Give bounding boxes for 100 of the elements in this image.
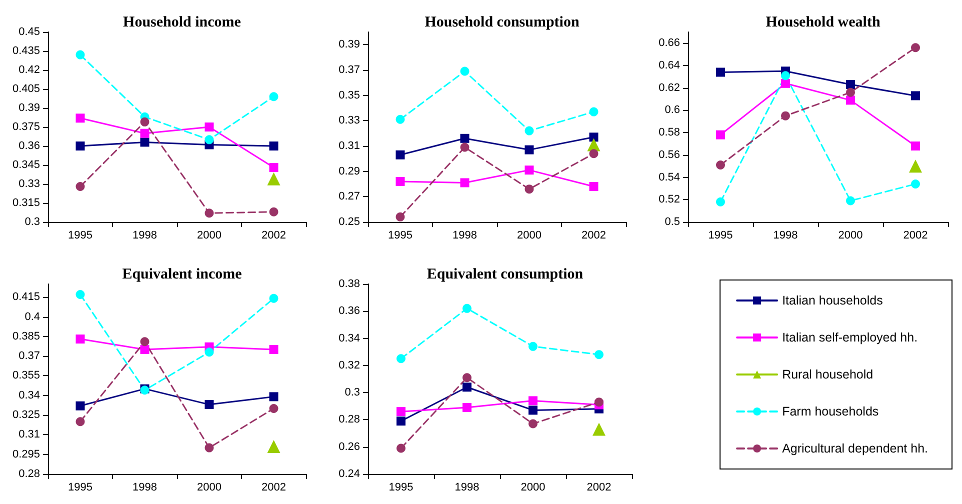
y-tick-label: 0.56	[658, 148, 680, 161]
point	[269, 404, 278, 413]
legend-label: Rural household	[782, 368, 874, 382]
point	[460, 142, 470, 152]
y-tick-label: 0.64	[658, 60, 680, 72]
legend-label: Italian households	[782, 294, 883, 308]
point	[589, 182, 598, 192]
point	[396, 407, 406, 416]
chart-title: Household income	[123, 14, 242, 30]
point	[911, 91, 920, 100]
y-tick-label: 0.62	[658, 82, 680, 94]
y-tick-label: 0.385	[12, 330, 40, 342]
y-tick-label: 0.54	[658, 171, 680, 184]
point	[269, 163, 278, 172]
point	[267, 172, 280, 186]
y-tick-label: 0.35	[338, 89, 360, 102]
y-tick-label: 0.4	[24, 310, 40, 323]
y-tick-label: 0.28	[18, 468, 40, 480]
legend-label: Farm households	[782, 404, 879, 418]
point	[460, 66, 470, 76]
point	[528, 419, 538, 428]
y-tick-label: 0.38	[338, 278, 360, 290]
point	[846, 88, 855, 97]
y-tick-label: 0.26	[338, 440, 360, 453]
y-tick-label: 0.52	[658, 194, 680, 206]
y-tick-label: 0.3	[24, 216, 40, 228]
point	[594, 350, 604, 360]
point	[204, 400, 214, 410]
y-tick-label: 0.6	[664, 104, 680, 116]
y-tick-label: 0.33	[338, 114, 360, 127]
chart-title: Equivalent income	[122, 266, 242, 282]
x-tick-label: 1998	[132, 482, 157, 494]
point	[204, 208, 214, 218]
x-tick-label: 2000	[838, 230, 863, 242]
point	[911, 180, 920, 188]
point	[781, 78, 790, 88]
y-tick-label: 0.32	[338, 359, 360, 372]
point	[140, 337, 150, 346]
point	[396, 150, 405, 160]
point	[589, 132, 598, 142]
point	[204, 122, 214, 132]
point	[911, 43, 920, 52]
y-tick-label: 0.415	[12, 291, 40, 304]
point	[781, 71, 790, 80]
legend-label: Italian self-employed hh.	[782, 330, 918, 344]
y-tick-label: 0.405	[12, 83, 40, 95]
point	[76, 417, 85, 426]
point	[396, 444, 406, 453]
legend-label: Agricultural dependent hh.	[782, 442, 928, 456]
point	[76, 401, 85, 410]
point	[716, 68, 725, 77]
y-tick-label: 0.66	[658, 37, 680, 50]
x-tick-label: 2000	[517, 230, 542, 242]
y-tick-label: 0.25	[338, 216, 360, 228]
y-tick-label: 0.31	[18, 428, 40, 441]
x-tick-label: 2002	[582, 230, 606, 242]
chart-title: Equivalent consumption	[426, 266, 584, 282]
x-tick-label: 2000	[197, 230, 222, 242]
x-tick-label: 2002	[903, 230, 928, 242]
x-tick-label: 2002	[262, 482, 286, 494]
point	[76, 182, 85, 192]
y-tick-label: 0.325	[12, 409, 40, 422]
point	[76, 114, 85, 123]
y-tick-label: 0.375	[12, 121, 40, 133]
x-tick-label: 2000	[197, 482, 222, 494]
point	[396, 114, 405, 124]
point	[524, 166, 534, 175]
point	[460, 178, 470, 188]
y-tick-label: 0.27	[338, 190, 360, 203]
y-tick-label: 0.315	[12, 197, 40, 209]
point	[396, 176, 405, 186]
y-tick-label: 0.58	[658, 126, 680, 139]
y-tick-label: 0.42	[18, 64, 40, 76]
point	[396, 354, 406, 364]
point	[267, 440, 280, 453]
y-tick-label: 0.24	[338, 468, 360, 480]
point	[140, 345, 150, 354]
point	[846, 80, 855, 90]
point	[592, 422, 606, 436]
point	[781, 111, 790, 120]
point	[528, 396, 538, 406]
point	[269, 294, 278, 303]
point	[76, 290, 85, 299]
chart-title: Household wealth	[766, 14, 881, 30]
point	[594, 398, 604, 407]
y-tick-label: 0.39	[338, 38, 360, 51]
x-tick-label: 1998	[132, 230, 157, 242]
point	[269, 207, 278, 216]
y-tick-label: 0.295	[12, 448, 40, 460]
y-tick-label: 0.34	[18, 389, 40, 402]
y-tick-label: 0.28	[338, 414, 360, 426]
point	[460, 134, 470, 143]
point	[204, 443, 214, 452]
x-tick-label: 2002	[586, 482, 612, 494]
point	[76, 142, 85, 150]
x-tick-label: 1995	[68, 482, 92, 494]
point	[462, 373, 472, 382]
point	[524, 126, 534, 136]
point	[396, 416, 406, 426]
point	[140, 117, 150, 126]
